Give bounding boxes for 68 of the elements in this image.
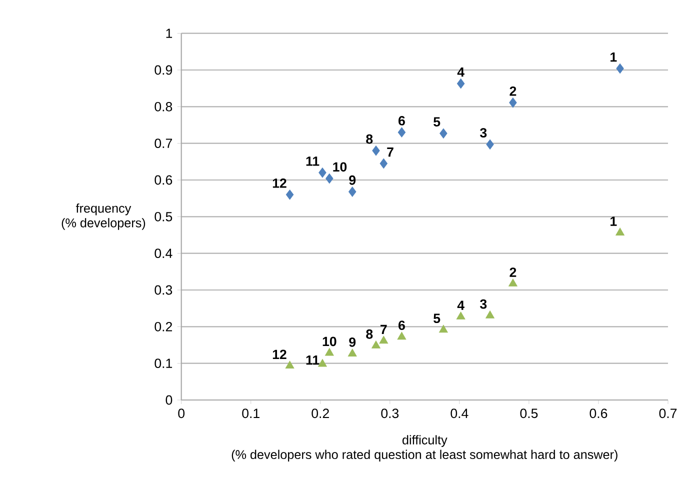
- point: [318, 168, 326, 178]
- x-tick-label: 0: [178, 408, 185, 418]
- x-tick-label: 0.5: [520, 408, 538, 418]
- point: [397, 332, 406, 340]
- y-tick-label: 0.1: [154, 358, 172, 368]
- annotation: 9: [349, 337, 356, 347]
- x-tick-label: 0.6: [590, 408, 608, 418]
- point: [439, 324, 448, 333]
- y-tick-label: 0.7: [154, 138, 172, 148]
- point: [348, 186, 356, 197]
- x-tick-label: 0.3: [381, 408, 399, 418]
- annotation: 4: [457, 68, 464, 77]
- point: [486, 310, 494, 318]
- annotation: 2: [510, 86, 516, 96]
- point: [286, 190, 294, 200]
- point: [456, 312, 466, 320]
- point: [486, 139, 494, 150]
- annotation: 10: [322, 336, 336, 346]
- annotation: 6: [398, 320, 405, 330]
- annotation: 3: [480, 299, 487, 309]
- point: [398, 127, 406, 138]
- point: [372, 340, 380, 348]
- annotation: 9: [349, 175, 356, 185]
- point: [616, 228, 624, 236]
- annotation: 8: [366, 134, 373, 144]
- x-tick-label: 0.2: [312, 408, 329, 418]
- y-tick-label: 0.9: [154, 65, 172, 75]
- annotation: 1: [610, 52, 617, 62]
- y-tick-label: 0.5: [154, 212, 172, 222]
- point: [616, 63, 624, 74]
- annotation: 10: [333, 162, 347, 172]
- y-tick-label: 0.2: [154, 322, 172, 332]
- point: [440, 128, 448, 138]
- point: [325, 348, 334, 356]
- point: [456, 78, 465, 89]
- point: [379, 336, 388, 344]
- annotation: 1: [610, 216, 617, 226]
- point: [326, 173, 334, 184]
- annotation: 12: [272, 178, 286, 188]
- y-tick-label: 0.8: [154, 102, 172, 112]
- annotation: 5: [434, 314, 440, 324]
- point: [380, 158, 388, 169]
- annotation: 7: [380, 324, 387, 334]
- x-tick-label: 0.7: [659, 408, 677, 418]
- annotation: 12: [272, 350, 286, 359]
- y-tick-label: 0.4: [154, 248, 172, 258]
- x-tick-label: 0.4: [450, 408, 468, 418]
- annotation: 5: [434, 117, 440, 127]
- point: [285, 360, 294, 369]
- y-tick-label: 0.6: [154, 175, 172, 185]
- point: [348, 348, 357, 356]
- point: [372, 146, 380, 156]
- y-axis-title: frequency (% developers): [62, 203, 146, 230]
- annotation: 11: [306, 156, 320, 166]
- annotation: 6: [398, 116, 405, 126]
- point: [509, 98, 517, 108]
- y-tick-label: 0.3: [154, 285, 172, 295]
- annotation: 3: [480, 128, 487, 138]
- point: [508, 278, 518, 286]
- x-axis-title: difficulty (% developers who rated question at least somewhat hard to answer): [232, 435, 618, 462]
- annotation: 4: [457, 300, 464, 310]
- annotation: 7: [387, 147, 394, 157]
- annotation: 11: [306, 356, 320, 365]
- annotation: 2: [510, 268, 516, 277]
- y-tick-label: 1: [166, 28, 172, 38]
- x-tick-label: 0.1: [242, 408, 260, 418]
- annotation: 8: [366, 329, 373, 339]
- y-tick-label: 0: [166, 395, 172, 405]
